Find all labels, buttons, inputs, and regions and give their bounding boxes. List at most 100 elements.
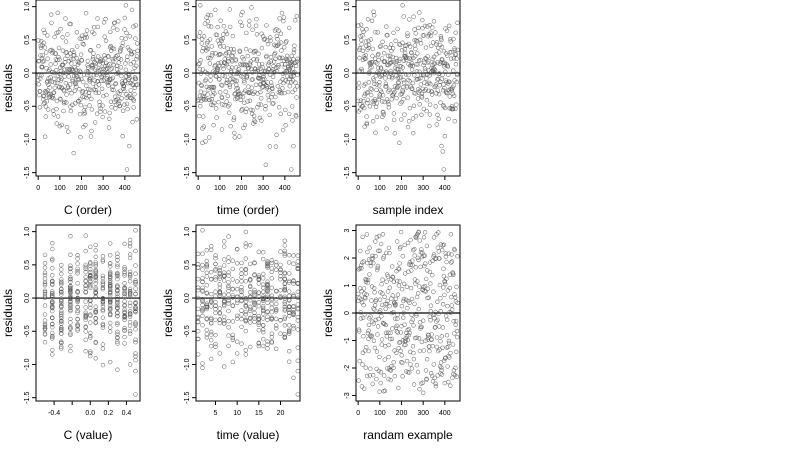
scatter-point	[292, 43, 297, 48]
scatter-point	[379, 56, 385, 61]
scatter-point	[229, 65, 235, 70]
scatter-point	[133, 263, 138, 268]
scatter-point	[88, 298, 93, 303]
scatter-point	[213, 310, 218, 315]
scatter-point	[88, 134, 94, 139]
scatter-point	[88, 274, 93, 279]
scatter-point	[359, 42, 364, 47]
scatter-point	[100, 279, 106, 284]
scatter-point	[230, 332, 236, 338]
scatter-point	[117, 103, 123, 109]
scatter-point	[268, 35, 273, 40]
scatter-point	[213, 317, 218, 323]
scatter-point	[57, 57, 62, 62]
scatter-point	[389, 336, 395, 342]
scatter-point	[81, 72, 87, 78]
scatter-point	[442, 105, 448, 111]
scatter-point	[115, 299, 120, 305]
scatter-point	[376, 316, 381, 322]
scatter-point	[127, 294, 133, 299]
scatter-point	[453, 322, 458, 327]
scatter-point	[88, 333, 93, 339]
scatter-point	[197, 93, 203, 99]
scatter-point	[397, 261, 402, 266]
scatter-point	[422, 66, 428, 71]
scatter-point	[235, 316, 240, 321]
scatter-point	[77, 111, 83, 117]
scatter-point	[252, 290, 257, 295]
scatter-point	[388, 42, 394, 47]
scatter-point	[62, 99, 67, 105]
scatter-point	[285, 53, 290, 58]
scatter-point	[69, 90, 74, 96]
scatter-point	[243, 304, 249, 309]
scatter-point	[295, 72, 300, 77]
scatter-point	[451, 56, 457, 61]
scatter-point	[127, 279, 133, 284]
scatter-point	[436, 230, 441, 235]
scatter-point	[377, 94, 382, 100]
scatter-point	[419, 95, 425, 100]
scatter-point	[256, 300, 261, 305]
scatter-point	[200, 313, 205, 318]
scatter-point	[213, 275, 218, 280]
scatter-point	[61, 88, 67, 93]
scatter-point	[406, 72, 411, 78]
scatter-point	[438, 339, 443, 344]
scatter-point	[88, 335, 93, 340]
scatter-point	[386, 376, 391, 382]
scatter-point	[248, 48, 253, 53]
scatter-point	[383, 81, 389, 87]
scatter-point	[204, 335, 210, 340]
scatter-point	[127, 300, 133, 305]
scatter-point	[426, 88, 431, 94]
scatter-point	[83, 283, 88, 288]
y-tick-label: 1.0	[184, 2, 191, 12]
scatter-point	[243, 271, 249, 276]
scatter-point	[88, 285, 93, 290]
scatter-point	[93, 287, 98, 292]
scatter-point	[452, 118, 457, 124]
scatter-point	[368, 86, 373, 91]
scatter-point	[389, 97, 394, 102]
scatter-point	[214, 74, 219, 79]
scatter-point	[376, 233, 382, 239]
scatter-point	[246, 90, 252, 95]
scatter-point	[209, 321, 214, 326]
scatter-point	[217, 311, 223, 316]
scatter-point	[383, 44, 388, 50]
y-tick-label: 0.0	[24, 293, 31, 303]
scatter-point	[55, 114, 61, 119]
scatter-point	[204, 316, 210, 321]
scatter-point	[277, 56, 283, 61]
x-axis-label: time (value)	[217, 428, 280, 442]
scatter-point	[269, 305, 274, 310]
scatter-point	[127, 319, 133, 325]
scatter-point	[218, 51, 223, 57]
scatter-point	[103, 38, 109, 43]
scatter-point	[230, 266, 236, 272]
scatter-point	[249, 5, 254, 10]
scatter-point	[381, 256, 386, 261]
scatter-point	[80, 89, 86, 94]
scatter-point	[386, 101, 391, 107]
scatter-point	[88, 267, 93, 272]
scatter-point	[210, 102, 216, 108]
scatter-point	[441, 242, 447, 248]
scatter-point	[265, 262, 270, 267]
scatter-point	[115, 274, 120, 279]
scatter-point	[385, 70, 390, 76]
scatter-point	[274, 69, 280, 74]
scatter-point	[109, 77, 114, 82]
scatter-point	[418, 82, 423, 87]
scatter-point	[231, 50, 236, 55]
scatter-point	[135, 41, 140, 46]
scatter-point	[388, 336, 393, 342]
plot-frame	[195, 0, 301, 177]
scatter-point	[379, 282, 384, 287]
scatter-point	[293, 18, 298, 23]
scatter-point	[239, 341, 244, 346]
scatter-point	[88, 284, 93, 289]
scatter-point	[291, 143, 296, 149]
scatter-point	[118, 57, 124, 62]
